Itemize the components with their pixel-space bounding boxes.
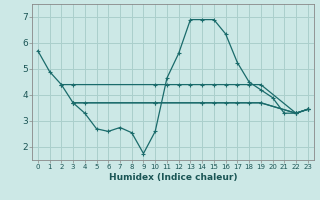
X-axis label: Humidex (Indice chaleur): Humidex (Indice chaleur) bbox=[108, 173, 237, 182]
